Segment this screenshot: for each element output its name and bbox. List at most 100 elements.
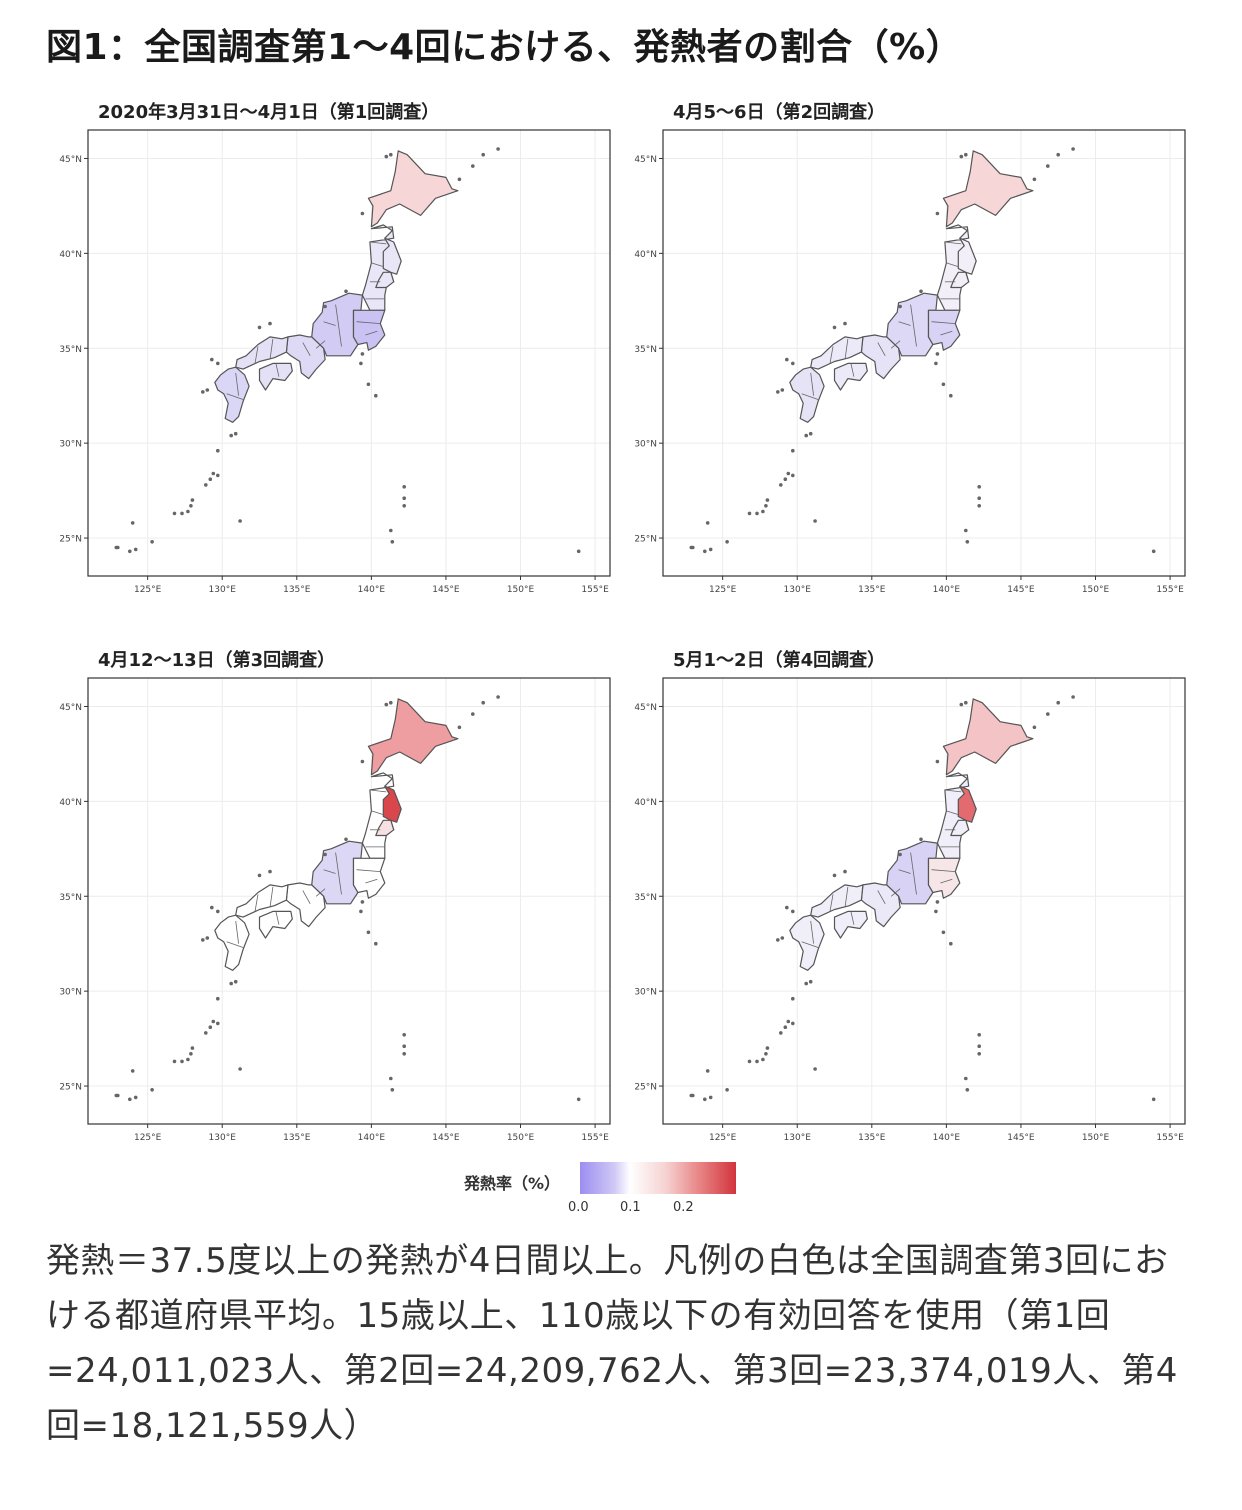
lat-tick-label: 30°N [59, 988, 82, 998]
prefecture-border [944, 789, 962, 793]
lat-tick-label: 30°N [634, 440, 657, 450]
prefecture-border [850, 363, 855, 377]
island-dot [186, 1057, 190, 1062]
island-dot [747, 511, 752, 516]
region-kinki [860, 334, 901, 380]
lon-tick-label: 145°E [432, 585, 460, 595]
lon-tick-label: 135°E [283, 585, 311, 595]
island-dot [229, 433, 233, 438]
island-dot [114, 545, 119, 550]
prefecture-border [226, 393, 244, 400]
island-dot [783, 1025, 788, 1029]
region-kyushu [789, 366, 825, 423]
island-dot [791, 473, 795, 478]
island-dot [233, 979, 238, 984]
island-dot [1046, 712, 1050, 716]
island-dot [977, 1044, 981, 1048]
prefecture-border [323, 869, 336, 874]
island-dot [935, 900, 940, 904]
region-chubu [311, 840, 363, 905]
lat-tick-label: 25°N [59, 535, 82, 545]
lon-tick-label: 135°E [858, 1133, 886, 1143]
island-dot [481, 152, 486, 157]
lon-tick-label: 130°E [784, 1133, 812, 1143]
island-dot [808, 979, 813, 984]
island-dot [186, 509, 190, 514]
island-dot [389, 700, 393, 705]
island-dot [201, 938, 205, 942]
legend-tick: 0.0 [568, 1200, 589, 1215]
island-dot [233, 431, 238, 436]
island-dot [959, 702, 964, 707]
region-kanto [927, 857, 961, 899]
island-dot [268, 321, 272, 326]
island-dot [755, 1059, 759, 1064]
island-dot [1032, 177, 1037, 182]
island-dot [949, 941, 953, 946]
prefecture-border [931, 869, 956, 872]
island-dot [755, 511, 759, 516]
island-dot [949, 393, 953, 398]
lon-tick-label: 130°E [209, 585, 237, 595]
island-dot [211, 1019, 216, 1024]
prefecture-border [877, 890, 886, 904]
map-panel-survey-4: 5月1〜2日（第4回調査） 45°N 40°N 35°N 30°N 25°N 125°E 1… [615, 638, 1186, 1148]
island-dot [323, 852, 327, 857]
island-dot [977, 1033, 981, 1037]
island-dot [208, 477, 213, 482]
island-dot [576, 549, 581, 554]
japan-map: 45°N 40°N 35°N 30°N 25°N 125°E 130°E 135°E 140°E… [634, 129, 1186, 595]
region-kanto [352, 309, 386, 351]
island-dot [804, 981, 808, 986]
region-shikoku [833, 910, 868, 939]
island-dot [496, 695, 500, 699]
prefecture-border [829, 346, 834, 364]
island-dot [389, 528, 393, 533]
island-dot [776, 938, 780, 942]
island-dot [808, 431, 813, 436]
island-dot [725, 1088, 729, 1092]
lat-tick-label: 40°N [634, 250, 657, 260]
island-dot [133, 1095, 138, 1100]
lon-tick-label: 150°E [1082, 1133, 1110, 1143]
island-dot [1151, 549, 1156, 554]
island-dot [832, 873, 837, 878]
prefecture-border [315, 888, 326, 897]
island-dot [172, 511, 177, 516]
island-dot [779, 1031, 783, 1035]
island-dot [189, 1052, 193, 1056]
japan-map: 45°N 40°N 35°N 30°N 25°N 125°E 130°E 135°E 140°E… [634, 677, 1186, 1143]
island-dot [180, 1059, 184, 1064]
region-shikoku [833, 362, 868, 391]
japan-map: 45°N 40°N 35°N 30°N 25°N 125°E 130°E 135°E 140°E… [59, 129, 611, 595]
lon-tick-label: 125°E [709, 585, 737, 595]
region-shikoku [258, 362, 293, 391]
island-dot [366, 382, 371, 387]
lon-tick-label: 155°E [1156, 585, 1184, 595]
island-dot [402, 1044, 407, 1048]
island-dot [964, 528, 968, 533]
map-panel-survey-2: 4月5〜6日（第2回調査） 45°N 40°N 35°N 30°N 25°N 125°E 1… [615, 90, 1186, 600]
lon-tick-label: 140°E [358, 585, 386, 595]
island-dot [761, 1057, 765, 1062]
island-dot [708, 1095, 713, 1100]
island-dot [898, 304, 902, 309]
island-dot [359, 361, 363, 366]
region-miyagi [375, 819, 395, 837]
island-dot [402, 1052, 407, 1056]
island-dot [919, 289, 923, 294]
lon-tick-label: 140°E [933, 1133, 961, 1143]
island-dot [689, 545, 694, 550]
island-dot [366, 930, 371, 935]
prefecture-border [269, 886, 274, 908]
region-miyagi [950, 819, 970, 837]
lat-tick-label: 35°N [59, 893, 82, 903]
island-dot [114, 1093, 119, 1098]
island-dot [360, 352, 365, 356]
island-dot [832, 325, 837, 330]
island-dot [210, 357, 214, 362]
island-dot [1071, 695, 1075, 699]
island-dot [130, 521, 135, 525]
region-kyushu [214, 366, 250, 423]
region-kanto [352, 857, 386, 899]
